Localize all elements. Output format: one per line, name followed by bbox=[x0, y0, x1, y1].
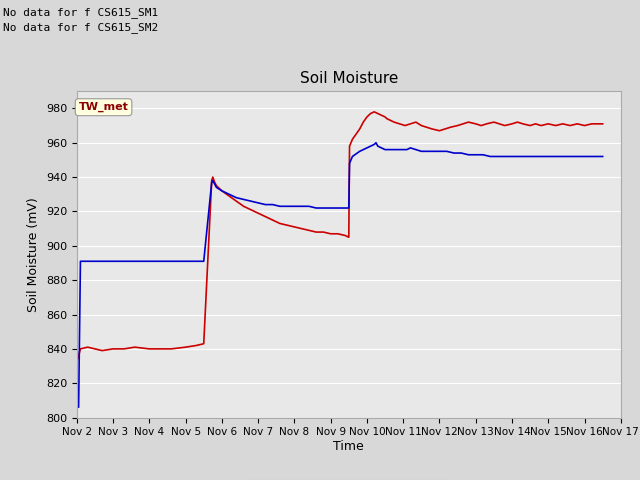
Text: No data for f CS615_SM2: No data for f CS615_SM2 bbox=[3, 22, 159, 33]
X-axis label: Time: Time bbox=[333, 440, 364, 453]
Text: TW_met: TW_met bbox=[79, 102, 129, 112]
Title: Soil Moisture: Soil Moisture bbox=[300, 71, 398, 86]
Y-axis label: Soil Moisture (mV): Soil Moisture (mV) bbox=[28, 197, 40, 312]
Text: No data for f CS615_SM1: No data for f CS615_SM1 bbox=[3, 7, 159, 18]
